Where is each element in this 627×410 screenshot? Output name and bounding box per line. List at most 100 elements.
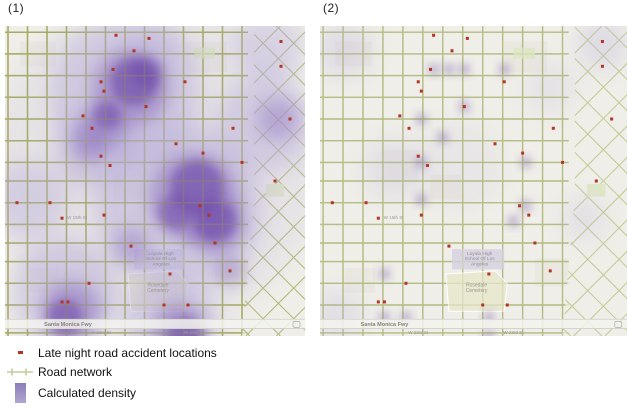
accident-point	[376, 216, 380, 220]
density-blob	[158, 194, 194, 230]
accident-point	[364, 201, 368, 205]
accident-point	[102, 89, 106, 93]
density-wash	[415, 122, 502, 209]
accident-point	[114, 33, 118, 37]
map-label: W 15th St	[67, 215, 88, 220]
road-network-icon	[2, 366, 38, 378]
density-node	[401, 312, 411, 322]
density-node	[444, 64, 454, 74]
map-label: W 23rd St	[184, 330, 205, 335]
accident-point	[288, 117, 292, 121]
density-blob	[257, 98, 299, 140]
freeway-shield-icon	[292, 321, 301, 328]
accident-point	[129, 244, 133, 248]
accident-point	[162, 303, 166, 307]
map-label: Rosedale Cemetery	[466, 282, 488, 294]
accident-point	[228, 269, 232, 273]
accident-point	[60, 300, 64, 304]
accident-point	[600, 40, 604, 43]
accident-point	[561, 160, 565, 164]
accident-point-icon	[2, 351, 38, 354]
density-wash	[525, 63, 575, 113]
density-node	[416, 157, 426, 167]
accident-point	[465, 36, 469, 40]
map-panel-kernel-density: Santa Monica Fwy Rosedale Cemetery Loyola H…	[5, 26, 305, 336]
density-wash	[320, 26, 373, 79]
accident-point	[450, 49, 454, 53]
density-swatch	[14, 382, 26, 403]
accident-point	[382, 300, 386, 304]
accident-point	[168, 272, 172, 276]
accident-point	[404, 281, 408, 285]
density-wash	[362, 137, 425, 200]
road-network-symbol	[7, 368, 33, 375]
freeway-band	[5, 319, 305, 329]
legend-item-road-network: Road network	[2, 362, 302, 381]
density-node	[416, 114, 426, 124]
park-area	[513, 47, 535, 59]
accident-point	[398, 114, 402, 118]
accident-point	[66, 300, 70, 304]
accident-point	[610, 117, 614, 121]
density-blob	[233, 26, 305, 84]
density-node	[484, 312, 494, 322]
accident-point	[81, 114, 85, 118]
accident-point	[102, 213, 106, 217]
density-node	[379, 312, 389, 322]
accident-point	[87, 281, 91, 285]
freeway-band	[320, 319, 627, 329]
accident-point	[416, 154, 420, 158]
city-block	[534, 258, 572, 287]
map-label: Rosedale Cemetery	[147, 282, 169, 294]
density-node	[429, 64, 439, 74]
legend-item-label: Road network	[38, 364, 113, 379]
accident-point	[198, 204, 202, 208]
accident-point	[201, 151, 205, 155]
map-label: W 23rd St	[408, 330, 429, 335]
accident-point	[108, 164, 112, 167]
accident-point	[240, 160, 244, 164]
accident-point	[183, 80, 187, 84]
density-blob	[71, 125, 107, 162]
density-blob	[194, 200, 236, 243]
panel-1-label: (1)	[8, 1, 25, 15]
accident-point	[548, 269, 552, 273]
accident-point	[15, 201, 19, 205]
accident-point	[521, 151, 525, 155]
accident-point	[99, 154, 103, 158]
density-gradient-icon	[2, 382, 38, 403]
accident-point	[144, 105, 148, 109]
map-label: Loyola High School Of Los Angeles	[146, 251, 177, 268]
accident-point	[90, 126, 94, 130]
accident-point	[505, 303, 509, 307]
accident-point	[481, 303, 485, 307]
density-wash	[562, 196, 606, 240]
accident-point	[533, 241, 537, 245]
density-node	[416, 195, 426, 205]
panel-2-label: (2)	[323, 1, 340, 15]
accident-point	[594, 179, 598, 183]
density-node	[499, 64, 509, 74]
legend-item-label: Calculated density	[38, 385, 137, 400]
accident-point	[419, 213, 423, 217]
density-node	[459, 64, 469, 74]
accident-point	[207, 213, 211, 217]
accident-point	[147, 36, 151, 40]
accident-point	[551, 126, 555, 130]
density-node	[508, 216, 518, 226]
accident-point	[407, 126, 411, 130]
road-network-layer	[5, 26, 248, 336]
map-label: W 15th St	[384, 215, 405, 220]
accident-point	[462, 105, 466, 109]
park-area	[587, 184, 606, 197]
map-label: Santa Monica Fwy	[361, 322, 410, 328]
accident-point	[132, 49, 136, 53]
accident-point	[48, 201, 52, 205]
accident-point	[99, 80, 103, 84]
density-blob	[93, 102, 121, 130]
accident-point	[493, 142, 497, 146]
accident-swatch	[17, 351, 23, 354]
density-node	[379, 269, 389, 279]
school-area	[452, 249, 505, 270]
accident-point	[186, 303, 190, 307]
